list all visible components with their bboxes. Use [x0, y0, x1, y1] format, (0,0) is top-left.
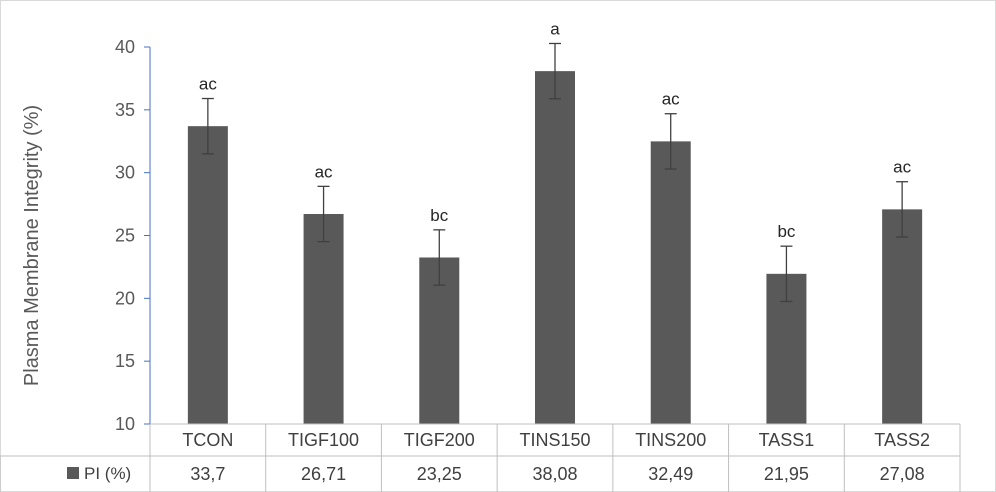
significance-label: a — [550, 19, 560, 38]
significance-label: ac — [662, 90, 680, 109]
bar — [187, 126, 228, 425]
table-cell-value: 27,08 — [880, 464, 925, 484]
category-label: TINS200 — [635, 430, 706, 450]
table-cell-value: 21,95 — [764, 464, 809, 484]
table-cell-value: 26,71 — [301, 464, 346, 484]
table-cell-value: 23,25 — [417, 464, 462, 484]
table-cell-value: 38,08 — [532, 464, 577, 484]
bar — [650, 141, 691, 424]
table-cell-value: 32,49 — [648, 464, 693, 484]
y-axis-ticks: 10 15 20 25 30 35 40 — [115, 37, 151, 434]
category-label: TASS2 — [874, 430, 930, 450]
bars: ac ac bc a ac bc ac — [187, 19, 923, 425]
y-axis-title: Plasma Membrane Integrity (%) — [21, 105, 43, 386]
bar — [535, 71, 575, 425]
significance-label: ac — [199, 75, 217, 94]
y-tick-label: 20 — [115, 288, 135, 308]
y-tick-label: 40 — [115, 37, 135, 57]
category-label: TASS1 — [759, 430, 815, 450]
significance-label: ac — [315, 162, 333, 181]
y-tick-label: 35 — [115, 100, 135, 120]
significance-label: bc — [430, 206, 448, 225]
legend-swatch — [67, 467, 79, 479]
y-tick-label: 15 — [115, 351, 135, 371]
category-label: TIGF200 — [404, 430, 475, 450]
y-tick-label: 10 — [115, 414, 135, 434]
y-axis-title-group: Plasma Membrane Integrity (%) — [21, 105, 43, 386]
bar — [882, 209, 923, 424]
bar — [303, 214, 344, 424]
table-cell-value: 33,7 — [190, 464, 225, 484]
y-tick-label: 30 — [115, 163, 135, 183]
category-label: TINS150 — [519, 430, 590, 450]
data-table: TCON TIGF100 TIGF200 TINS150 TINS200 TASS1 TAS… — [0, 423, 961, 492]
significance-label: ac — [893, 158, 911, 177]
category-label: TIGF100 — [288, 430, 359, 450]
significance-label: bc — [777, 222, 795, 241]
table-row-label: PI (%) — [84, 464, 131, 483]
category-label: TCON — [182, 430, 233, 450]
y-tick-label: 25 — [115, 226, 135, 246]
